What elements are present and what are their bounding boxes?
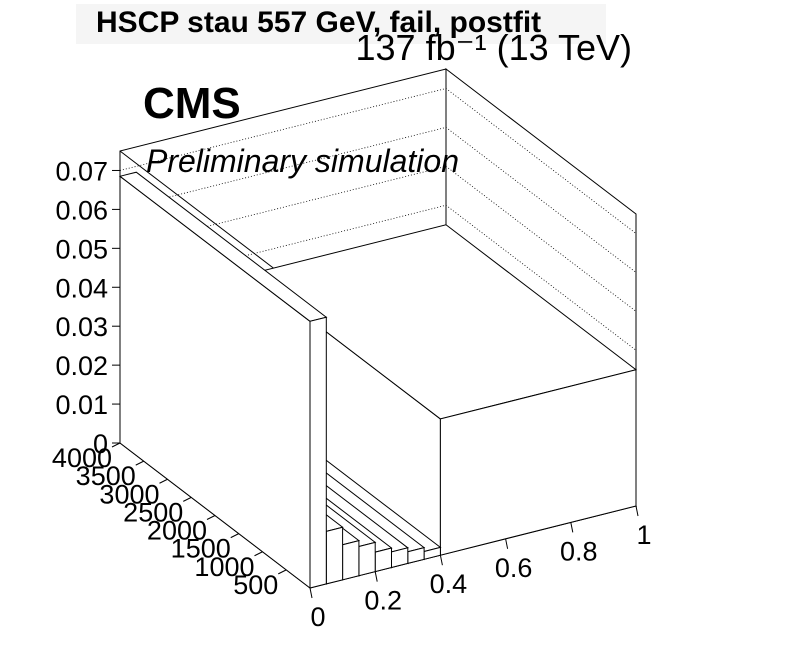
y-tick-label: 2000 xyxy=(147,516,207,546)
x-tick xyxy=(439,555,443,566)
y-tick-label: 4000 xyxy=(52,443,112,473)
z-gridline xyxy=(119,126,637,273)
x-tick xyxy=(309,587,313,599)
y-tick xyxy=(159,478,168,484)
lumi-label: 137 fb⁻¹ (13 TeV) xyxy=(356,27,633,68)
x-tick-label: 0 xyxy=(310,602,325,632)
y-tick xyxy=(111,442,121,448)
z-tick-label: 0.01 xyxy=(55,390,108,420)
z-gridline xyxy=(119,88,637,234)
bin-front-face xyxy=(309,316,327,589)
y-tick xyxy=(254,551,263,557)
y-tick-label: 3500 xyxy=(76,461,136,491)
bin-front-face xyxy=(342,540,360,581)
z-tick-label: 0 xyxy=(93,429,108,459)
x-tick-label: 0.6 xyxy=(495,553,533,583)
z-tick-label: 0.07 xyxy=(55,156,108,186)
z-tick-label: 0.04 xyxy=(55,273,108,303)
x-tick xyxy=(374,571,378,582)
y-tick-label: 3000 xyxy=(99,479,159,509)
x-tick-label: 0.4 xyxy=(430,569,468,599)
z-tick-label: 0.05 xyxy=(55,234,108,264)
y-tick-label: 500 xyxy=(233,570,278,600)
x-tick xyxy=(570,522,574,533)
x-tick-label: 1 xyxy=(636,520,651,550)
y-tick-label: 1500 xyxy=(171,534,231,564)
sub-label: Preliminary simulation xyxy=(146,143,459,179)
x-tick-label: 0.2 xyxy=(364,586,402,616)
z-tick-label: 0.02 xyxy=(55,351,108,381)
chart-title: HSCP stau 557 GeV, fail, postfit xyxy=(96,6,542,39)
y-tick xyxy=(278,569,287,575)
z-gridline xyxy=(119,204,637,351)
y-tick xyxy=(230,533,239,539)
bin-front-face xyxy=(325,526,344,585)
y-tick xyxy=(206,515,216,520)
cms-label: CMS xyxy=(143,79,241,128)
y-tick-label: 2500 xyxy=(123,497,183,527)
title-background xyxy=(76,4,606,44)
y-tick xyxy=(183,496,192,502)
z-gridline xyxy=(119,165,637,312)
z-tick-label: 0.03 xyxy=(55,312,108,342)
x-tick xyxy=(635,505,639,517)
x-tick-label: 0.8 xyxy=(560,536,598,566)
y-tick xyxy=(135,460,144,466)
bin-front-face xyxy=(374,547,392,573)
y-tick-label: 1000 xyxy=(194,552,254,582)
x-tick xyxy=(505,538,509,549)
z-tick-label: 0.06 xyxy=(55,195,108,225)
bin-front-face xyxy=(358,541,376,577)
